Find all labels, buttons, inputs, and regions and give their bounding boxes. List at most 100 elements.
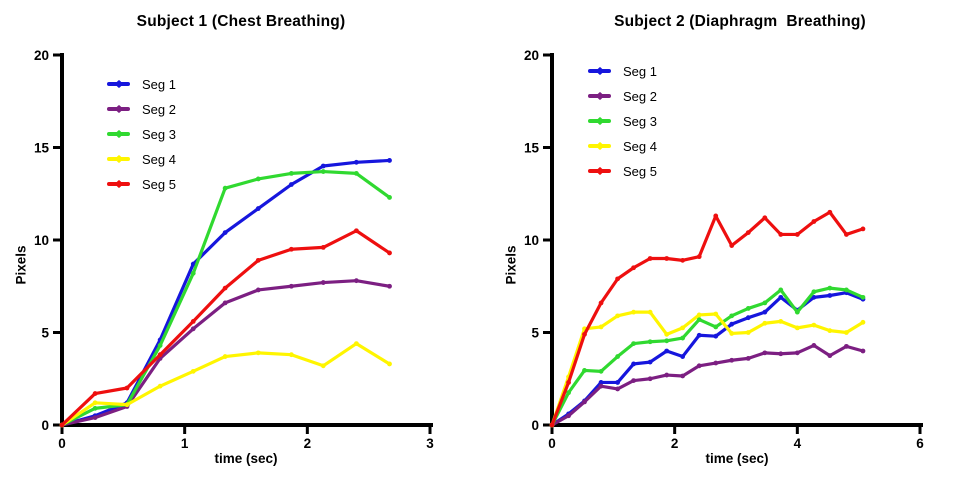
legend-marker-seg-5 (114, 179, 123, 189)
data-point-seg-3 (566, 390, 571, 396)
legend-marker-seg-1 (114, 79, 123, 89)
legend-marker-seg-1 (595, 66, 604, 76)
data-point-seg-2 (680, 373, 686, 379)
x-tick-label: 2 (304, 436, 312, 451)
data-point-seg-3 (811, 289, 817, 295)
data-point-seg-4 (729, 331, 735, 336)
data-point-seg-3 (190, 270, 196, 276)
data-point-seg-1 (696, 332, 702, 338)
data-point-seg-3 (255, 176, 261, 182)
legend-label: Seg 5 (142, 176, 176, 192)
legend-label: Seg 1 (623, 63, 657, 79)
data-point-seg-2 (696, 363, 702, 369)
legend-label: Seg 5 (623, 163, 657, 179)
data-point-seg-1 (222, 230, 228, 236)
data-point-seg-5 (860, 226, 866, 232)
legend-item-seg-3: Seg 3 (107, 126, 176, 142)
data-point-seg-4 (124, 402, 130, 408)
x-tick-label: 0 (58, 436, 66, 451)
data-point-seg-5 (549, 422, 555, 428)
y-tick-label: 10 (524, 233, 539, 248)
legend-item-seg-5: Seg 5 (588, 163, 657, 179)
data-point-seg-2 (631, 378, 636, 383)
data-point-seg-5 (124, 385, 130, 391)
data-point-seg-5 (59, 422, 65, 428)
legend-key-line-seg-1 (588, 66, 611, 76)
data-point-seg-3 (354, 171, 359, 176)
legend-marker-seg-2 (595, 91, 604, 101)
legend-label: Seg 3 (142, 126, 176, 142)
data-point-seg-5 (844, 232, 849, 237)
data-point-seg-2 (320, 280, 326, 285)
legend-marker-seg-2 (114, 104, 123, 114)
x-tick-label: 6 (916, 436, 924, 451)
x-axis-label: time (sec) (705, 451, 769, 466)
chart-title: Subject 1 (Chest Breathing) (136, 13, 346, 30)
data-point-seg-1 (320, 163, 326, 169)
data-point-seg-1 (615, 380, 621, 385)
data-point-seg-1 (255, 206, 261, 211)
data-point-seg-3 (664, 338, 670, 344)
legend-key-line-seg-4 (107, 154, 130, 164)
data-point-seg-5 (647, 256, 653, 261)
data-point-seg-3 (745, 306, 751, 311)
data-point-seg-4 (844, 330, 849, 335)
data-point-seg-3 (320, 169, 326, 174)
data-point-seg-5 (631, 265, 636, 271)
series-line-seg-2 (550, 343, 865, 427)
data-point-seg-1 (811, 294, 817, 300)
data-point-seg-5 (778, 232, 784, 237)
y-tick-label: 15 (524, 141, 540, 156)
data-point-seg-2 (190, 326, 196, 332)
data-point-seg-2 (729, 357, 735, 363)
data-point-seg-5 (566, 380, 571, 385)
data-point-seg-2 (647, 376, 653, 382)
legend-item-seg-1: Seg 1 (107, 76, 176, 92)
legend-key-line-seg-4 (588, 141, 611, 151)
data-point-seg-3 (615, 354, 621, 359)
legend-marker-seg-4 (114, 154, 123, 164)
x-tick-label: 1 (181, 436, 189, 451)
data-point-seg-1 (647, 359, 653, 365)
x-axis-label: time (sec) (214, 451, 278, 466)
series-line-seg-4 (550, 310, 865, 427)
data-point-seg-4 (598, 324, 604, 330)
data-point-seg-4 (387, 361, 392, 367)
legend-marker-seg-3 (114, 129, 123, 139)
data-point-seg-3 (647, 339, 653, 345)
data-point-seg-5 (745, 230, 751, 236)
data-point-seg-5 (827, 209, 833, 215)
data-point-seg-4 (92, 400, 98, 406)
data-point-seg-1 (729, 321, 735, 327)
data-point-seg-5 (320, 245, 326, 250)
data-point-seg-4 (827, 328, 833, 334)
data-point-seg-5 (696, 254, 702, 260)
data-point-seg-3 (778, 287, 784, 293)
data-point-seg-1 (387, 158, 392, 163)
legend-key-line-seg-5 (107, 179, 130, 189)
y-tick-label: 20 (524, 48, 539, 63)
data-point-seg-2 (582, 399, 587, 405)
data-point-seg-3 (598, 368, 604, 374)
data-point-seg-3 (794, 309, 800, 315)
legend-label: Seg 3 (623, 113, 657, 129)
legend-key-line-seg-5 (588, 166, 611, 176)
series-line-seg-3 (550, 286, 865, 427)
data-point-seg-2 (598, 383, 604, 389)
data-point-seg-3 (713, 324, 719, 330)
data-point-seg-4 (713, 311, 719, 317)
data-point-seg-2 (860, 348, 866, 354)
legend-item-seg-5: Seg 5 (107, 176, 176, 192)
data-point-seg-5 (680, 257, 686, 263)
y-tick-label: 5 (41, 326, 49, 341)
legend-label: Seg 4 (623, 138, 657, 154)
series-line-seg-3 (60, 169, 392, 427)
data-point-seg-3 (222, 185, 228, 191)
data-point-seg-5 (664, 256, 670, 261)
data-point-seg-2 (811, 343, 817, 348)
series-line-seg-5 (60, 229, 392, 427)
data-point-seg-4 (778, 319, 784, 324)
legend-marker-seg-3 (595, 116, 604, 126)
data-point-seg-5 (794, 232, 800, 237)
data-point-seg-4 (190, 368, 196, 374)
